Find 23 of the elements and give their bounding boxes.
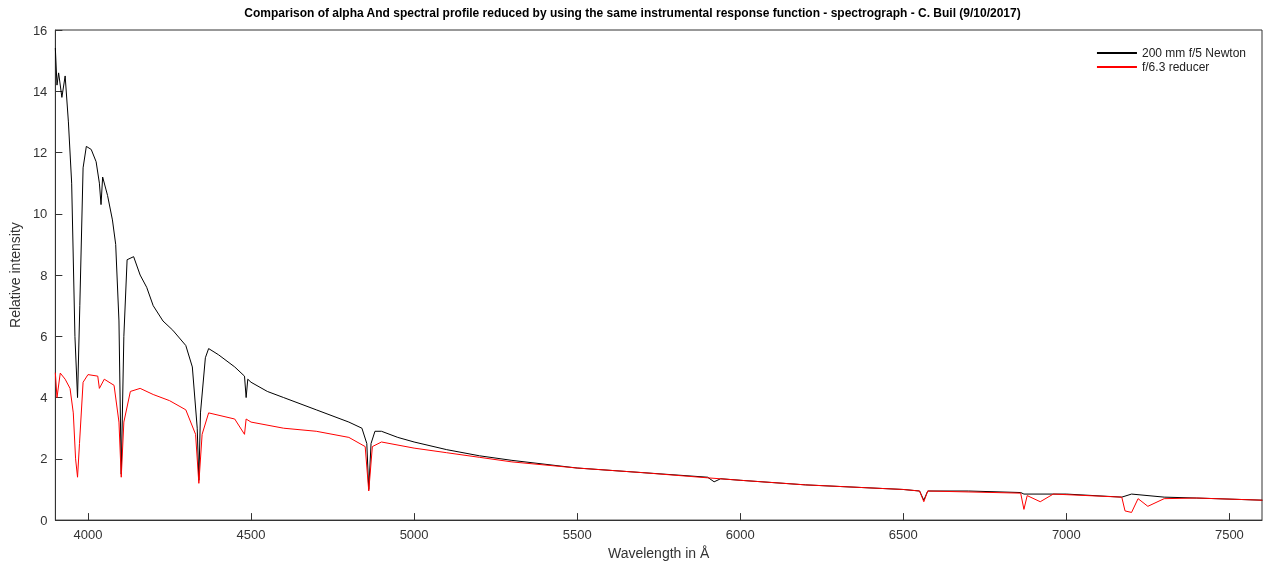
x-tick-label: 7500 xyxy=(1214,527,1244,543)
y-tick-label: 8 xyxy=(40,267,48,283)
x-tick-label: 7000 xyxy=(1051,527,1081,543)
y-tick-label: 6 xyxy=(40,328,48,344)
y-axis-title: Relative intensity xyxy=(7,222,23,328)
y-tick-label: 10 xyxy=(32,206,48,222)
y-tick-label: 16 xyxy=(32,22,48,38)
x-tick-label: 6500 xyxy=(888,527,918,543)
legend-label: 200 mm f/5 Newton xyxy=(1141,46,1246,60)
y-tick-label: 14 xyxy=(32,83,48,99)
x-tick-label: 5500 xyxy=(562,527,592,543)
y-tick-label: 12 xyxy=(32,145,48,161)
y-tick-label: 0 xyxy=(40,512,48,528)
y-tick-label: 4 xyxy=(40,390,48,406)
legend-label: f/6.3 reducer xyxy=(1141,60,1210,74)
x-tick-label: 4000 xyxy=(73,527,103,543)
y-tick-label: 2 xyxy=(40,451,48,467)
x-tick-label: 6000 xyxy=(725,527,755,543)
x-tick-label: 5000 xyxy=(399,527,429,543)
chart-title: Comparison of alpha And spectral profile reduced by using the same instrumental response function - spectrograph - C. Buil (9/10/2017) xyxy=(244,6,1021,20)
x-axis-title: Wavelength in Å xyxy=(607,545,711,561)
line-series xyxy=(54,372,1263,513)
x-tick-label: 4500 xyxy=(236,527,266,543)
